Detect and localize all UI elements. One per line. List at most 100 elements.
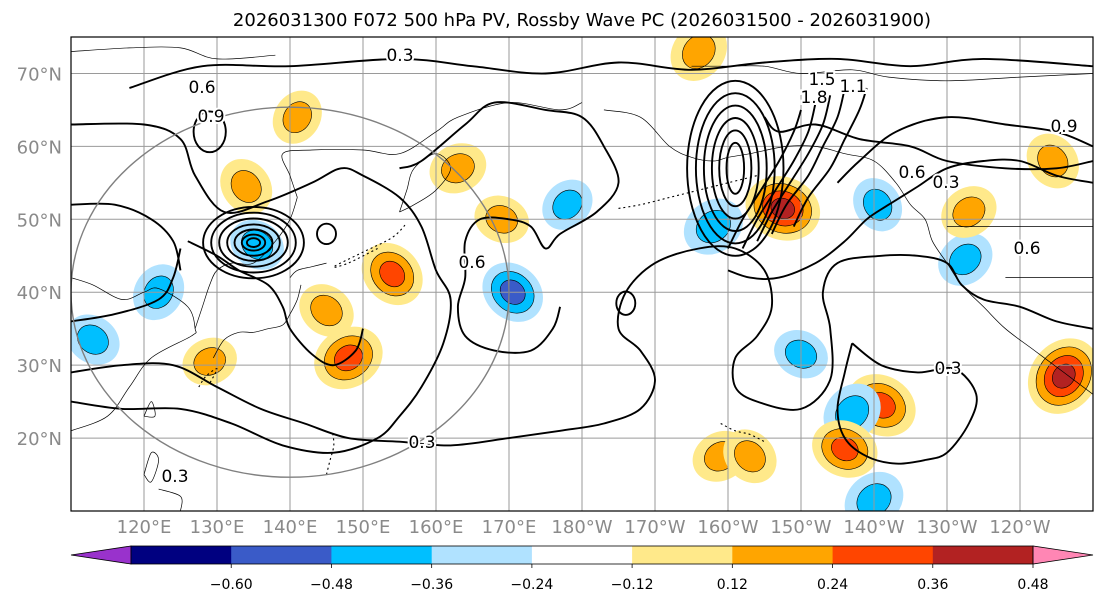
longitude-label: 170°E bbox=[482, 517, 537, 538]
longitude-label: 120°W bbox=[989, 517, 1050, 538]
pv-anomaly-shading bbox=[71, 37, 1093, 511]
pv-contour bbox=[756, 95, 832, 242]
longitude-label: 140°W bbox=[843, 517, 904, 538]
pv-contour-label: 0.6 bbox=[898, 163, 925, 183]
pv-contour-label: 1.1 bbox=[839, 77, 866, 97]
pv-closed-contour bbox=[226, 223, 281, 262]
colorbar-segment bbox=[531, 546, 633, 564]
pv-contour-label: 0.9 bbox=[1050, 117, 1077, 137]
island-chain bbox=[332, 222, 408, 268]
anomaly-level bbox=[552, 189, 583, 220]
anomaly-patch bbox=[1027, 338, 1093, 414]
island-chain bbox=[198, 368, 218, 388]
anomaly-level bbox=[863, 188, 893, 221]
pv-closed-contour bbox=[210, 211, 297, 274]
pv-contour bbox=[763, 116, 1093, 171]
coastline bbox=[399, 153, 451, 213]
anomaly-level bbox=[230, 170, 262, 203]
coastline bbox=[194, 197, 298, 329]
pv-closed-contour bbox=[702, 104, 768, 232]
coastline bbox=[213, 284, 302, 359]
reference-circle bbox=[71, 106, 510, 478]
pv-closed-contour bbox=[615, 290, 637, 316]
latitude-label: 50°N bbox=[17, 210, 62, 231]
pv-contours bbox=[71, 57, 1093, 465]
anomaly-patch bbox=[938, 232, 993, 286]
anomaly-patch bbox=[853, 178, 903, 232]
pv-closed-contour bbox=[245, 237, 262, 248]
colorbar-extend-max bbox=[1032, 545, 1094, 565]
reference-ring bbox=[71, 106, 510, 478]
pv-contour-labels: 0.3 0.6 0.9 1.11.51.8 0.3 0.6 0.3 0.3 0.6 0.6 0.9 0… bbox=[159, 44, 1079, 489]
colorbar-ticks: −0.60 −0.48 −0.36 −0.24 −0.12 0.12 0.24 0.36 0.4… bbox=[210, 564, 1049, 593]
colorbar-tick-label: 0.12 bbox=[717, 577, 748, 593]
island-chain bbox=[720, 423, 765, 443]
pv-contour-label: 0.6 bbox=[1013, 239, 1040, 259]
map-frame bbox=[70, 36, 1094, 512]
longitude-label: 120°E bbox=[117, 517, 172, 538]
longitude-label: 180°W bbox=[551, 517, 612, 538]
anomaly-level bbox=[441, 153, 475, 184]
anomaly-patch bbox=[182, 337, 237, 386]
longitude-label: 150°W bbox=[770, 517, 831, 538]
colorbar-tick-label: 0.36 bbox=[917, 577, 948, 593]
colorbar-segment bbox=[431, 546, 533, 564]
latitude-label: 30°N bbox=[17, 356, 62, 377]
pv-closed-contour bbox=[202, 205, 305, 280]
pv-contour bbox=[770, 87, 846, 235]
colorbar-segment bbox=[632, 546, 733, 564]
colorbar-segment bbox=[932, 546, 1034, 564]
colorbar-segments bbox=[70, 545, 1094, 565]
longitude-labels: 120°E 130°E 140°E 150°E 160°E 170°E 180°W 170°W… bbox=[117, 517, 1051, 538]
pv-closed-contour bbox=[192, 110, 227, 154]
pv-contour bbox=[836, 342, 978, 465]
pv-contour-label: 0.3 bbox=[408, 433, 435, 453]
longitude-label: 130°W bbox=[916, 517, 977, 538]
pv-contour bbox=[71, 245, 1093, 447]
island-chain bbox=[325, 430, 335, 475]
latitude-label: 20°N bbox=[17, 429, 62, 450]
pv-contour-label: 0.3 bbox=[932, 173, 959, 193]
longitude-label: 160°E bbox=[409, 517, 464, 538]
anomaly-patch bbox=[812, 420, 878, 478]
anomaly-level bbox=[734, 440, 766, 473]
map-plot: 0.3 0.6 0.9 1.11.51.8 0.3 0.6 0.3 0.3 0.6 0.6 0.9 0… bbox=[70, 36, 1094, 512]
longitude-label: 160°W bbox=[697, 517, 758, 538]
coastline bbox=[71, 277, 197, 432]
pv-contour bbox=[187, 240, 364, 367]
anomaly-level bbox=[379, 260, 406, 288]
pv-closed-contour bbox=[686, 79, 785, 257]
pv-closed-contour bbox=[725, 141, 746, 195]
figure-title: 2026031300 F072 500 hPa PV, Rossby Wave … bbox=[233, 10, 931, 31]
colorbar: −0.60 −0.48 −0.36 −0.24 −0.12 0.12 0.24 0.36 0.4… bbox=[70, 545, 1094, 593]
pv-contour bbox=[71, 202, 182, 271]
pv-contour-label: 0.3 bbox=[386, 46, 413, 66]
pv-contour-label: 0.6 bbox=[188, 78, 215, 98]
anomaly-level bbox=[193, 347, 226, 376]
pv-contour-label: 0.3 bbox=[161, 467, 188, 487]
pv-contour bbox=[727, 158, 1093, 280]
anomaly-level bbox=[831, 436, 859, 462]
colorbar-outline bbox=[130, 545, 1034, 565]
colorbar-tick-label: −0.36 bbox=[410, 577, 453, 593]
pv-closed-contour bbox=[240, 233, 267, 252]
pv-contour bbox=[71, 248, 182, 323]
anomaly-patch bbox=[220, 158, 273, 215]
pv-closed-contour bbox=[694, 92, 776, 245]
pv-contour bbox=[727, 109, 802, 249]
pv-contour-label: 0.3 bbox=[934, 359, 961, 379]
pv-contour-label: 1.8 bbox=[800, 88, 827, 108]
colorbar-extend-min bbox=[70, 545, 132, 565]
graticule bbox=[71, 37, 1093, 511]
anomaly-level bbox=[1052, 363, 1076, 389]
anomaly-level bbox=[310, 294, 343, 327]
colorbar-tick-label: −0.60 bbox=[210, 577, 253, 593]
pv-contour-label: 0.6 bbox=[458, 253, 485, 273]
anomaly-patch bbox=[361, 242, 423, 306]
pv-contour bbox=[129, 57, 1093, 89]
colorbar-segment bbox=[131, 546, 232, 564]
colorbar-tick-label: −0.24 bbox=[510, 577, 553, 593]
longitude-label: 150°E bbox=[336, 517, 391, 538]
anomaly-level bbox=[77, 324, 109, 355]
